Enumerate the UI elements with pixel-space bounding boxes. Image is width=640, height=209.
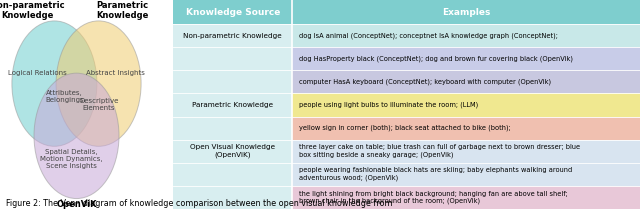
Ellipse shape [34, 73, 119, 199]
Text: Examples: Examples [442, 8, 490, 17]
FancyBboxPatch shape [173, 0, 640, 24]
Text: Parametric Knowledge: Parametric Knowledge [192, 102, 273, 108]
Text: Parametric
Knowledge: Parametric Knowledge [96, 1, 148, 20]
FancyBboxPatch shape [292, 140, 640, 163]
Text: Non-parametric
Knowledge: Non-parametric Knowledge [0, 1, 65, 20]
Text: Figure 2: The Venn diagram of knowledge comparison between the open visual knowl: Figure 2: The Venn diagram of knowledge … [6, 199, 393, 208]
Text: Abstract Insights: Abstract Insights [86, 70, 145, 76]
Text: the light shining from bright black background; hanging fan are above tall shelf: the light shining from bright black back… [300, 191, 568, 204]
Text: dog IsA animal (ConceptNet); conceptnet IsA knowledge graph (ConceptNet);: dog IsA animal (ConceptNet); conceptnet … [300, 32, 558, 39]
Text: dog HasProperty black (ConceptNet); dog and brown fur covering black (OpenVik): dog HasProperty black (ConceptNet); dog … [300, 55, 573, 62]
FancyBboxPatch shape [292, 117, 640, 140]
Text: yellow sign in corner (both); black seat attached to bike (both);: yellow sign in corner (both); black seat… [300, 125, 511, 131]
Ellipse shape [56, 21, 141, 146]
FancyBboxPatch shape [292, 70, 640, 93]
FancyBboxPatch shape [292, 93, 640, 117]
Text: people wearing fashionable black hats are skiing; baby elephants walking around
: people wearing fashionable black hats ar… [300, 167, 573, 181]
Text: OpenViK: OpenViK [56, 200, 97, 209]
FancyBboxPatch shape [292, 47, 640, 70]
Text: Non-parametric Knowledge: Non-parametric Knowledge [183, 33, 282, 39]
Text: Logical Relations: Logical Relations [8, 70, 67, 76]
Text: Spatial Details,
Motion Dynamics,
Scene Insights: Spatial Details, Motion Dynamics, Scene … [40, 149, 102, 169]
Text: Descriptive
Elements: Descriptive Elements [79, 98, 118, 111]
Text: people using light bulbs to illuminate the room; (LLM): people using light bulbs to illuminate t… [300, 102, 479, 108]
Text: Knowledge Source: Knowledge Source [186, 8, 280, 17]
Text: three layer cake on table; blue trash can full of garbage next to brown dresser;: three layer cake on table; blue trash ca… [300, 144, 580, 158]
FancyBboxPatch shape [173, 24, 292, 209]
FancyBboxPatch shape [292, 186, 640, 209]
Text: computer HasA keyboard (ConceptNet); keyboard with computer (OpenVik): computer HasA keyboard (ConceptNet); key… [300, 79, 552, 85]
Text: Open Visual Knowledge
(OpenViK): Open Visual Knowledge (OpenViK) [190, 144, 275, 158]
FancyBboxPatch shape [292, 163, 640, 186]
Ellipse shape [12, 21, 97, 146]
Text: Attributes,
Belongings: Attributes, Belongings [45, 90, 84, 103]
FancyBboxPatch shape [292, 24, 640, 47]
